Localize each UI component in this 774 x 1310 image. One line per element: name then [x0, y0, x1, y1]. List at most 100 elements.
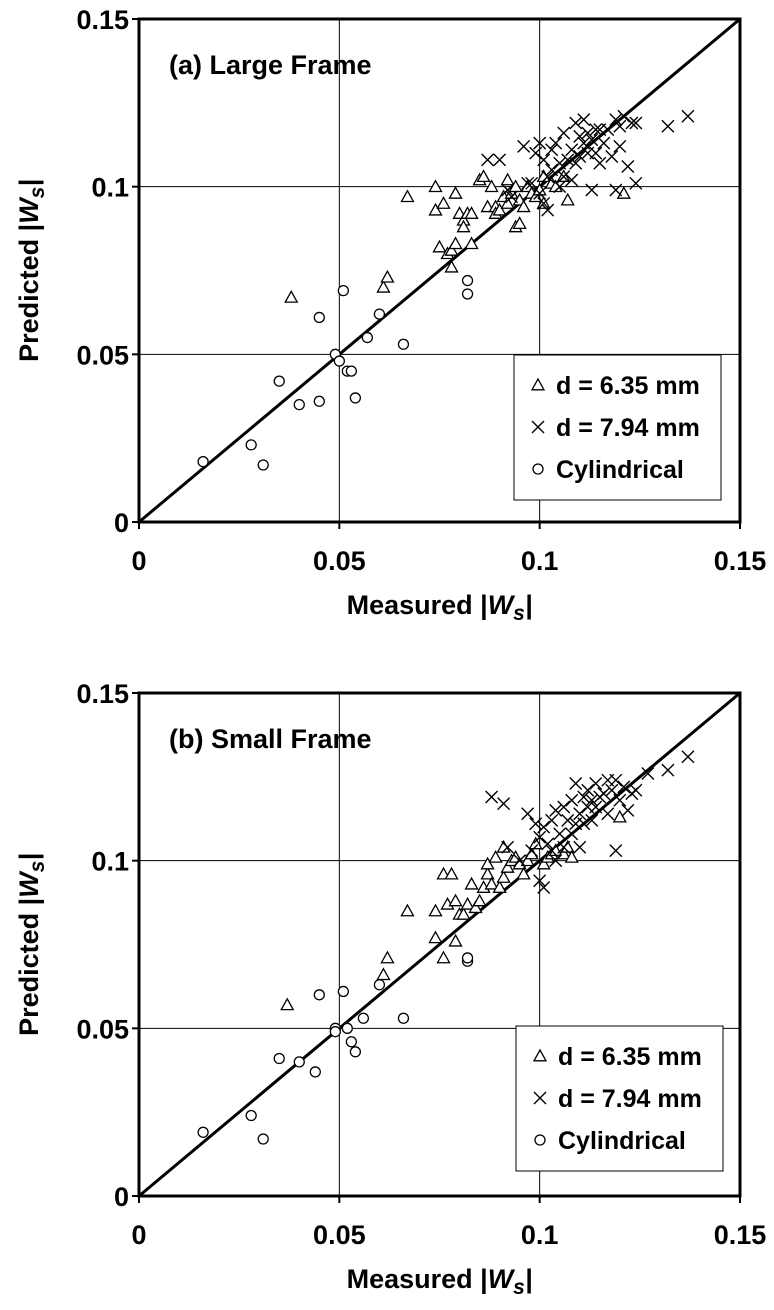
- x-axis-label-end: |: [525, 1264, 533, 1294]
- data-point-x: [505, 190, 519, 204]
- legend-label: d = 6.35 mm: [556, 372, 700, 400]
- x-tick-label: 0: [131, 546, 146, 576]
- y-axis-label-sub: s: [26, 187, 49, 199]
- data-point-x: [529, 146, 543, 160]
- data-point-x: [609, 183, 623, 197]
- series-x: [481, 109, 695, 217]
- legend-marker-circle: [532, 463, 544, 475]
- data-point-x: [585, 133, 599, 147]
- data-point-x: [545, 813, 559, 827]
- data-point-x: [549, 136, 563, 150]
- data-point-triangle: [444, 259, 459, 273]
- data-point-x: [561, 813, 575, 827]
- x-tick-label: 0.15: [714, 546, 767, 576]
- data-point-triangle: [616, 186, 631, 199]
- data-point-circle: [373, 308, 386, 320]
- legend: d = 6.35 mm d = 7.94 mm Cylindrical: [515, 1025, 724, 1172]
- data-point-x: [485, 790, 499, 804]
- data-point-triangle: [476, 169, 491, 183]
- data-point-x: [501, 840, 515, 854]
- data-point-x: [533, 186, 547, 200]
- data-point-x: [525, 176, 539, 190]
- data-point-x: [585, 793, 599, 807]
- data-point-x: [617, 780, 631, 794]
- data-point-triangle: [464, 236, 479, 250]
- data-point-circle: [361, 331, 374, 344]
- data-point-triangle: [480, 866, 495, 880]
- data-point-x: [681, 750, 695, 764]
- data-point-x: [601, 807, 615, 821]
- data-point-x: [493, 153, 507, 167]
- data-point-x: [557, 840, 571, 854]
- data-point-x: [517, 139, 531, 153]
- data-point-triangle: [500, 860, 515, 873]
- y-tick-label: 0.05: [76, 340, 129, 370]
- legend: d = 6.35 mm d = 7.94 mm Cylindrical: [513, 354, 722, 501]
- y-tick-label: 0.15: [76, 679, 129, 709]
- y-axis-label-end: |: [14, 179, 44, 187]
- data-point-x: [565, 173, 579, 187]
- x-axis-label-end: |: [525, 590, 533, 620]
- data-point-circle: [461, 288, 474, 300]
- data-point-triangle: [484, 179, 499, 193]
- data-point-x: [537, 196, 551, 210]
- legend-label: d = 7.94 mm: [556, 414, 700, 442]
- data-point-x: [513, 854, 527, 868]
- data-point-x: [557, 800, 571, 814]
- data-point-triangle: [428, 903, 443, 917]
- data-point-x: [597, 787, 611, 801]
- data-point-triangle: [376, 967, 391, 981]
- x-tick-label: 0.15: [714, 1220, 767, 1250]
- data-point-x: [581, 783, 595, 797]
- chart-panel-b: 00 0.05 0.05 0.1 0.1 0.15 0.15 (b) Small Frame M…: [14, 679, 766, 1299]
- legend-marker-triangle: [532, 1048, 548, 1062]
- data-point-triangle: [456, 219, 471, 233]
- chart-panel-a: 00 0.05 0.05 0.1 0.1 0.15 0.15 (a) Large Frame M…: [14, 5, 766, 625]
- legend-box: [515, 1025, 724, 1172]
- data-point-x: [553, 156, 567, 170]
- data-point-triangle: [492, 202, 507, 216]
- y-axis-label: Predicted |Ws|: [14, 853, 49, 1036]
- data-point-x: [481, 153, 495, 167]
- series-triangle: [280, 809, 627, 1011]
- data-point-x: [661, 119, 675, 133]
- series-x: [485, 750, 695, 894]
- data-point-triangle: [480, 856, 495, 870]
- legend-marker-circle: [534, 1134, 546, 1146]
- legend-box: [513, 354, 722, 501]
- data-point-triangle: [496, 870, 511, 883]
- data-point-circle: [197, 1126, 209, 1138]
- data-point-x: [577, 817, 591, 831]
- legend-marker-x: [533, 1091, 547, 1105]
- data-point-x: [497, 797, 511, 811]
- data-point-triangle: [448, 893, 463, 907]
- data-point-triangle: [428, 179, 443, 193]
- x-axis-label-sub: s: [513, 602, 525, 625]
- legend-marker-triangle: [530, 377, 546, 391]
- data-point-x: [613, 793, 627, 807]
- data-point-x: [577, 136, 591, 150]
- data-point-circle: [349, 392, 362, 404]
- data-point-triangle: [448, 186, 463, 199]
- data-point-x: [537, 820, 551, 834]
- x-axis-label: Measured |Ws|: [347, 1264, 533, 1299]
- data-point-x: [641, 766, 655, 780]
- data-point-circle: [397, 1012, 410, 1024]
- data-point-triangle: [484, 876, 499, 890]
- data-point-x: [569, 156, 583, 170]
- data-point-x: [617, 109, 631, 123]
- data-point-triangle: [488, 849, 503, 863]
- legend-label: Cylindrical: [556, 456, 684, 484]
- data-point-x: [553, 180, 567, 194]
- data-point-x: [601, 123, 615, 137]
- y-axis-label-var: W: [14, 870, 44, 898]
- data-point-triangle: [512, 216, 527, 230]
- data-point-x: [585, 813, 599, 827]
- data-point-x: [549, 803, 563, 817]
- x-axis-label-var: W: [488, 1264, 516, 1294]
- data-point-x: [629, 176, 643, 190]
- x-tick-label: 0.05: [313, 546, 366, 576]
- data-point-triangle: [456, 906, 471, 920]
- data-point-triangle: [500, 196, 515, 209]
